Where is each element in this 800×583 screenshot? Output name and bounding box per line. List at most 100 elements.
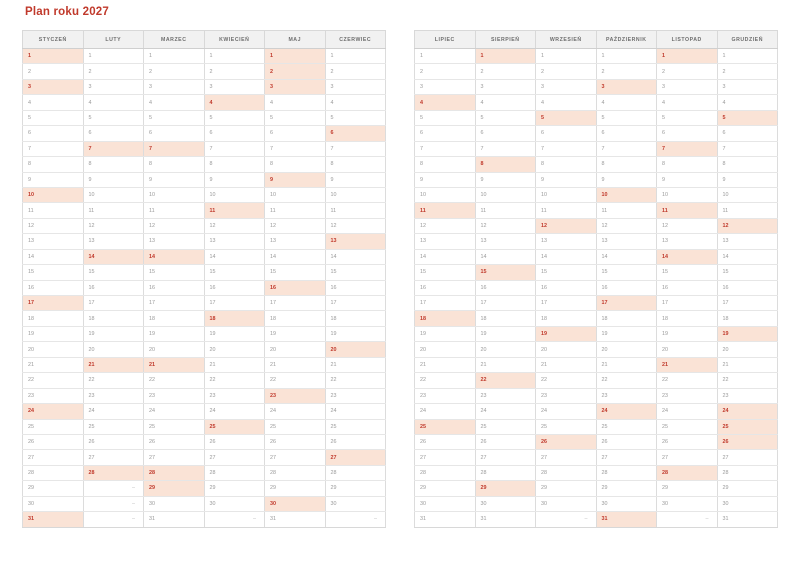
day-cell[interactable]: 24: [414, 403, 476, 420]
day-cell[interactable]: 15: [414, 264, 476, 281]
day-cell[interactable]: 22: [414, 372, 476, 389]
day-cell[interactable]: 31: [143, 511, 205, 528]
day-cell[interactable]: 8: [414, 156, 476, 173]
day-cell[interactable]: 29: [22, 480, 84, 497]
day-cell[interactable]: 8: [22, 156, 84, 173]
day-cell[interactable]: 31: [474, 511, 536, 528]
day-cell[interactable]: 20: [656, 341, 718, 358]
day-cell[interactable]: 12: [82, 218, 144, 235]
day-cell[interactable]: 1: [656, 48, 718, 65]
day-cell[interactable]: 5: [595, 110, 657, 127]
day-cell[interactable]: 29: [535, 480, 597, 497]
day-cell[interactable]: 19: [143, 326, 205, 343]
day-cell[interactable]: 24: [143, 403, 205, 420]
day-cell[interactable]: 6: [595, 125, 657, 142]
day-cell[interactable]: 15: [203, 264, 265, 281]
day-cell[interactable]: 23: [324, 388, 386, 405]
day-cell[interactable]: 17: [474, 295, 536, 312]
day-cell-empty[interactable]: –: [82, 480, 144, 497]
day-cell[interactable]: 27: [203, 449, 265, 466]
day-cell[interactable]: 23: [414, 388, 476, 405]
day-cell[interactable]: 27: [595, 449, 657, 466]
day-cell[interactable]: 22: [595, 372, 657, 389]
day-cell[interactable]: 20: [264, 341, 326, 358]
day-cell[interactable]: 7: [656, 141, 718, 158]
day-cell[interactable]: 24: [656, 403, 718, 420]
day-cell[interactable]: 17: [203, 295, 265, 312]
day-cell[interactable]: 25: [474, 419, 536, 435]
day-cell[interactable]: 7: [143, 141, 205, 158]
day-cell[interactable]: 12: [22, 218, 84, 235]
day-cell[interactable]: 29: [656, 480, 718, 497]
day-cell[interactable]: 8: [324, 156, 386, 173]
day-cell[interactable]: 3: [22, 79, 84, 96]
day-cell[interactable]: 4: [143, 94, 205, 111]
day-cell[interactable]: 1: [595, 48, 657, 65]
day-cell[interactable]: 14: [535, 249, 597, 266]
day-cell[interactable]: 12: [716, 218, 778, 235]
day-cell-empty[interactable]: –: [656, 511, 718, 528]
day-cell[interactable]: 14: [203, 249, 265, 266]
day-cell[interactable]: 21: [324, 357, 386, 374]
day-cell[interactable]: 11: [203, 202, 265, 219]
day-cell[interactable]: 4: [264, 94, 326, 111]
day-cell[interactable]: 23: [22, 388, 84, 405]
day-cell[interactable]: 4: [535, 94, 597, 111]
day-cell[interactable]: 4: [324, 94, 386, 111]
day-cell[interactable]: 15: [22, 264, 84, 281]
day-cell[interactable]: 8: [535, 156, 597, 173]
day-cell[interactable]: 1: [716, 48, 778, 65]
day-cell[interactable]: 3: [716, 79, 778, 96]
day-cell[interactable]: 13: [264, 233, 326, 250]
day-cell[interactable]: 27: [22, 449, 84, 466]
day-cell[interactable]: 1: [414, 48, 476, 65]
day-cell[interactable]: 3: [203, 79, 265, 96]
day-cell[interactable]: 26: [143, 434, 205, 451]
day-cell[interactable]: 13: [143, 233, 205, 250]
day-cell[interactable]: 4: [22, 94, 84, 111]
day-cell[interactable]: 16: [595, 280, 657, 297]
day-cell[interactable]: 27: [656, 449, 718, 466]
day-cell[interactable]: 8: [656, 156, 718, 173]
day-cell[interactable]: 25: [324, 419, 386, 435]
day-cell[interactable]: 5: [535, 110, 597, 127]
day-cell[interactable]: 30: [22, 496, 84, 513]
day-cell[interactable]: 16: [414, 280, 476, 297]
day-cell[interactable]: 24: [82, 403, 144, 420]
day-cell[interactable]: 2: [535, 63, 597, 80]
day-cell[interactable]: 26: [82, 434, 144, 451]
day-cell[interactable]: 28: [143, 465, 205, 482]
day-cell[interactable]: 8: [264, 156, 326, 173]
day-cell[interactable]: 8: [595, 156, 657, 173]
day-cell[interactable]: 19: [716, 326, 778, 343]
day-cell[interactable]: 20: [535, 341, 597, 358]
day-cell[interactable]: 3: [414, 79, 476, 96]
day-cell[interactable]: 9: [324, 172, 386, 188]
day-cell[interactable]: 30: [474, 496, 536, 513]
day-cell[interactable]: 7: [264, 141, 326, 158]
day-cell[interactable]: 5: [203, 110, 265, 127]
day-cell[interactable]: 30: [414, 496, 476, 513]
day-cell[interactable]: 27: [264, 449, 326, 466]
day-cell[interactable]: 4: [203, 94, 265, 111]
day-cell[interactable]: 22: [656, 372, 718, 389]
day-cell[interactable]: 22: [264, 372, 326, 389]
day-cell[interactable]: 10: [264, 187, 326, 204]
day-cell[interactable]: 15: [535, 264, 597, 281]
day-cell[interactable]: 2: [324, 63, 386, 80]
day-cell[interactable]: 7: [82, 141, 144, 158]
day-cell[interactable]: 2: [414, 63, 476, 80]
day-cell[interactable]: 26: [203, 434, 265, 451]
day-cell[interactable]: 13: [716, 233, 778, 250]
day-cell[interactable]: 23: [656, 388, 718, 405]
day-cell[interactable]: 16: [82, 280, 144, 297]
day-cell[interactable]: 16: [656, 280, 718, 297]
day-cell[interactable]: 31: [414, 511, 476, 528]
day-cell[interactable]: 26: [595, 434, 657, 451]
day-cell-empty[interactable]: –: [203, 511, 265, 528]
day-cell[interactable]: 27: [143, 449, 205, 466]
day-cell[interactable]: 30: [203, 496, 265, 513]
day-cell[interactable]: 11: [414, 202, 476, 219]
day-cell[interactable]: 22: [716, 372, 778, 389]
day-cell[interactable]: 15: [474, 264, 536, 281]
